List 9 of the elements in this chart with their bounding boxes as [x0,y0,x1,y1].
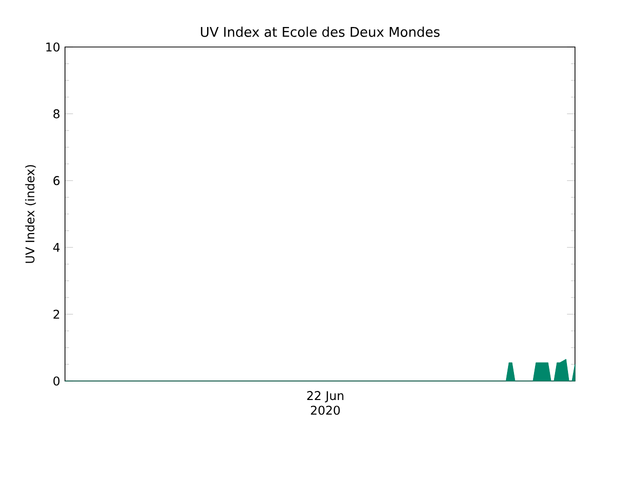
y-tick-label: 0 [53,376,60,386]
text: 22 Jun 2020 [307,391,344,415]
y-tick-label: 10 [46,42,60,52]
chart-title: UV Index at Ecole des Deux Mondes [200,26,440,37]
y-tick-label: 6 [53,176,60,186]
y-tick-label: 8 [53,109,60,118]
y-tick-label: 4 [53,243,60,252]
y-axis-title: UV Index (index) [25,165,36,263]
y-tick-label: 2 [54,310,60,319]
